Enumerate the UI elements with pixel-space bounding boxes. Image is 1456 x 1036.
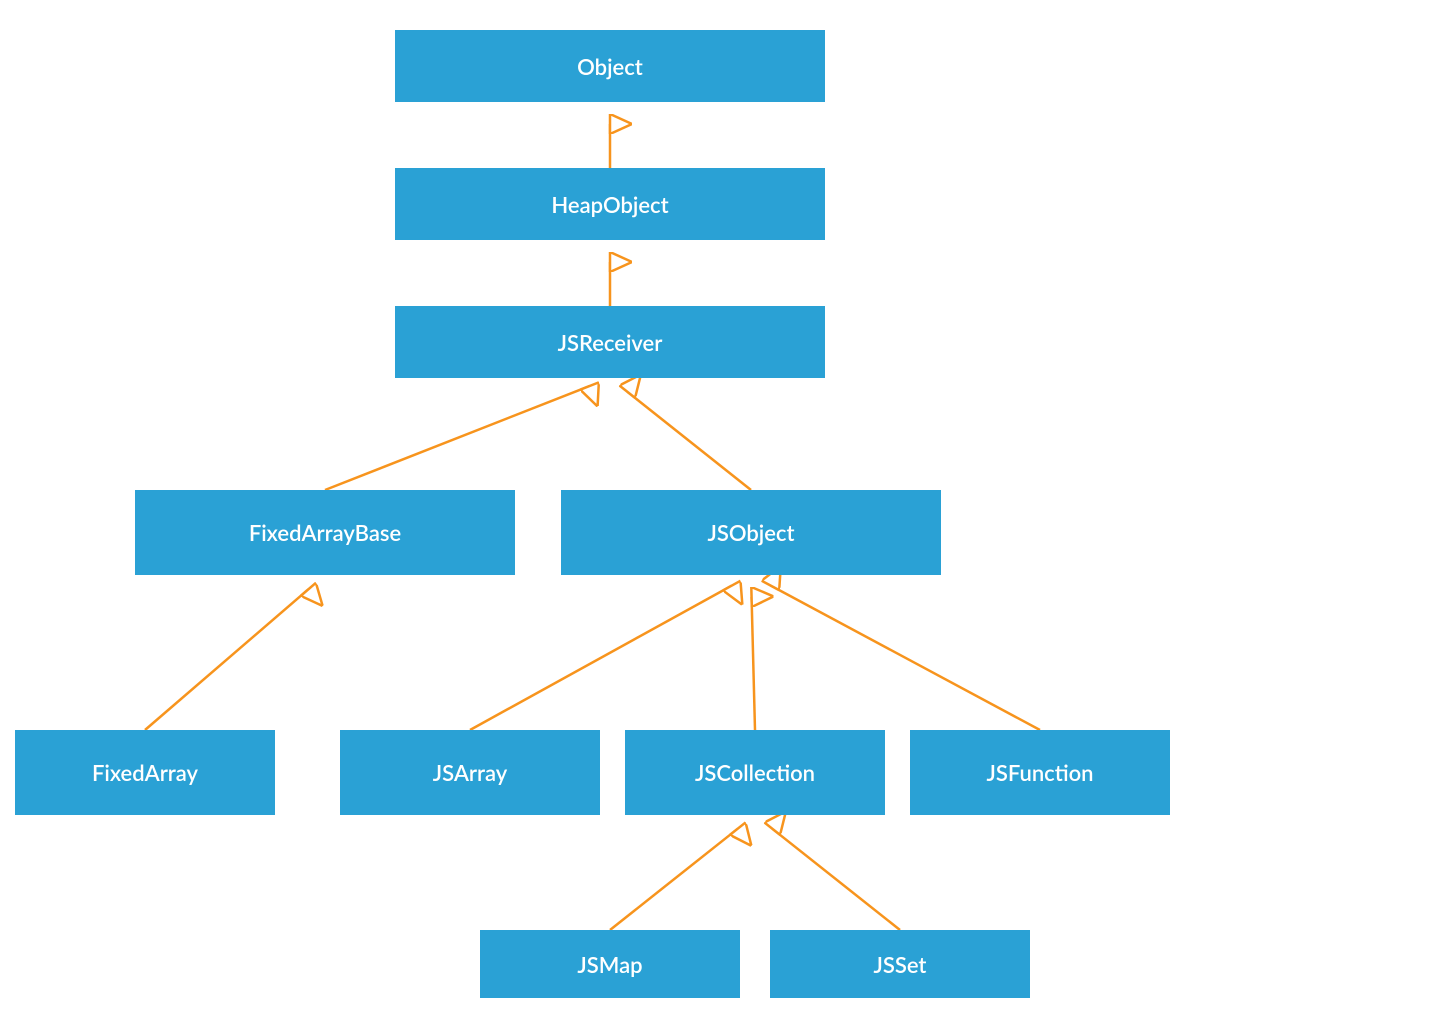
node-jsreceiver: JSReceiver [395, 306, 825, 378]
edge-jsmap-to-jscollection [610, 829, 738, 930]
node-label: JSFunction [986, 759, 1093, 786]
node-jsfunction: JSFunction [910, 730, 1170, 815]
node-label: JSMap [577, 951, 642, 978]
node-label: JSCollection [695, 759, 815, 786]
node-label: HeapObject [551, 191, 668, 218]
node-label: FixedArrayBase [249, 519, 401, 546]
node-label: JSSet [874, 951, 927, 978]
node-fixedarray: FixedArray [15, 730, 275, 815]
node-jsset: JSSet [770, 930, 1030, 998]
edge-jsarray-to-jsobject [470, 586, 732, 730]
node-heapobject: HeapObject [395, 168, 825, 240]
edge-jscollection-to-jsobject [752, 597, 755, 730]
class-hierarchy-diagram: Object HeapObject JSReceiver FixedArrayBase… [0, 0, 1456, 1036]
edge-jsobject-to-jsreceiver [627, 392, 751, 490]
node-label: JSReceiver [558, 329, 663, 356]
node-jsarray: JSArray [340, 730, 600, 815]
edge-fixedarray-to-fixedarraybase [145, 589, 308, 730]
node-fixedarraybase: FixedArrayBase [135, 490, 515, 575]
edge-fixedarraybase-to-jsreceiver [325, 386, 590, 490]
node-object: Object [395, 30, 825, 102]
node-label: FixedArray [92, 759, 198, 786]
edge-jsfunction-to-jsobject [770, 585, 1040, 730]
node-jsmap: JSMap [480, 930, 740, 998]
node-label: JSArray [433, 759, 507, 786]
node-label: JSObject [707, 519, 794, 546]
node-jsobject: JSObject [561, 490, 941, 575]
node-jscollection: JSCollection [625, 730, 885, 815]
node-label: Object [577, 53, 643, 80]
edge-jsset-to-jscollection [772, 829, 900, 930]
